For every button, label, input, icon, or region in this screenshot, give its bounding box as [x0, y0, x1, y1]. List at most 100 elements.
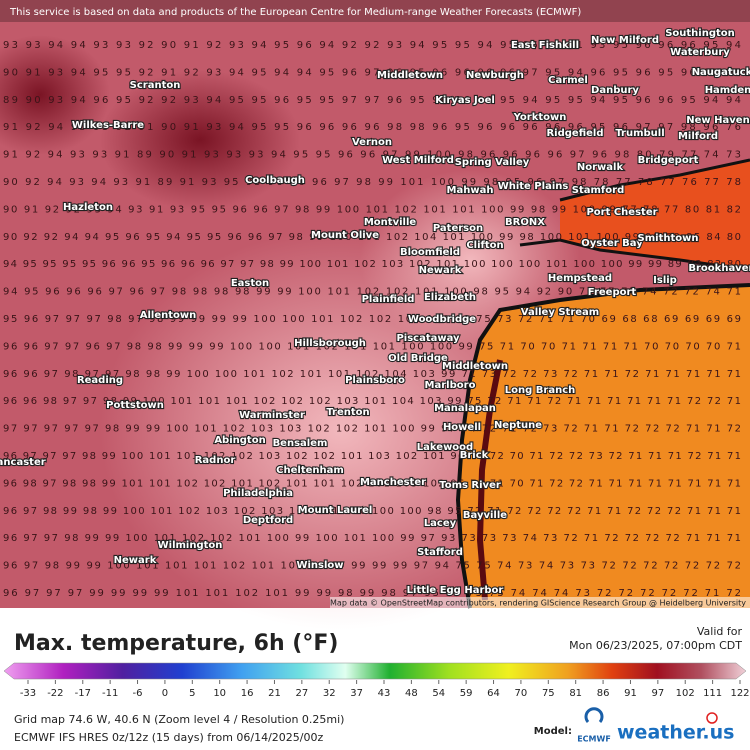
- place-label: Cheltenham: [276, 465, 344, 476]
- place-label: Trenton: [326, 407, 369, 418]
- place-label: Wilkes-Barre: [72, 120, 144, 131]
- place-label: Mount Laurel: [298, 505, 373, 516]
- grid-info: Grid map 74.6 W, 40.6 N (Zoom level 4 / …: [14, 713, 344, 726]
- place-label: Little Egg Harbor: [407, 585, 504, 596]
- place-label: Spring Valley: [455, 157, 530, 168]
- place-label: Coolbaugh: [245, 175, 305, 186]
- place-label: Smithtown: [638, 233, 699, 244]
- scale-label: -11: [102, 688, 118, 699]
- color-scale: [3, 662, 747, 680]
- model-label: Model:: [534, 726, 572, 737]
- scale-label: 59: [460, 688, 473, 699]
- place-label: Naugatuck: [692, 67, 750, 78]
- grid-row: 96 97 97 97 99 99 99 99 101 101 102 101 …: [3, 588, 741, 599]
- cool-area: [0, 35, 110, 155]
- place-label: Middletown: [442, 361, 508, 372]
- scale-label: 102: [676, 688, 695, 699]
- place-label: Mahwah: [447, 185, 494, 196]
- place-label: Bloomfield: [400, 247, 460, 258]
- map: 93 93 94 94 93 93 92 90 91 92 93 94 95 9…: [0, 0, 750, 630]
- scale-label: 91: [624, 688, 637, 699]
- place-label: Newburgh: [466, 70, 524, 81]
- place-label: Warminster: [239, 410, 305, 421]
- place-label: Brookhaven: [688, 263, 750, 274]
- place-label: Bayville: [463, 510, 507, 521]
- place-label: Easton: [231, 278, 269, 289]
- ocean: [458, 285, 750, 608]
- attribution: Map data © OpenStreetMap contributors, r…: [330, 599, 746, 608]
- grid-row: 97 97 97 97 97 98 99 99 100 101 102 103 …: [3, 424, 741, 435]
- place-label: Pottstown: [106, 400, 164, 411]
- place-label: Elizabeth: [424, 292, 476, 303]
- scale-label: 10: [213, 688, 226, 699]
- model-logo: [584, 707, 604, 723]
- place-label: Oyster Bay: [581, 238, 643, 249]
- place-label: Clifton: [466, 240, 503, 251]
- place-label: Howell: [443, 422, 481, 433]
- scale-label: 54: [432, 688, 445, 699]
- scale-label: 16: [241, 688, 254, 699]
- scale-label: 43: [378, 688, 391, 699]
- scale-label: 111: [703, 688, 722, 699]
- scale-label: 97: [651, 688, 664, 699]
- place-label: Philadelphia: [223, 488, 293, 499]
- place-label: Lakewood: [417, 442, 473, 453]
- place-label: Waterbury: [670, 47, 730, 58]
- place-label: Danbury: [591, 85, 639, 96]
- place-label: Newark: [419, 265, 462, 276]
- place-label: Allentown: [140, 310, 197, 321]
- grid-row: 96 96 97 98 97 97 98 98 99 100 100 101 1…: [3, 369, 741, 380]
- scale-label: -33: [20, 688, 36, 699]
- cool-area: [100, 70, 300, 210]
- place-label: Woodbridge: [408, 314, 476, 325]
- place-label: Newark: [114, 555, 157, 566]
- place-label: BRONX: [505, 217, 545, 228]
- place-label: New Haven: [686, 115, 749, 126]
- place-label: Radnor: [195, 455, 236, 466]
- place-label: Hazleton: [63, 202, 113, 213]
- valid-time: Mon 06/23/2025, 07:00pm CDT: [569, 639, 742, 652]
- place-label: Trumbull: [615, 128, 664, 139]
- place-label: Lacey: [424, 518, 457, 529]
- grid-row: 96 96 97 97 96 97 98 98 99 99 99 100 100…: [3, 341, 741, 352]
- place-label: Hamden: [705, 85, 750, 96]
- place-label: Yorktown: [513, 112, 567, 123]
- place-label: Stafford: [417, 547, 463, 558]
- place-label: Manchester: [360, 477, 426, 488]
- place-label: Abington: [214, 435, 265, 446]
- place-label: White Plains: [498, 181, 569, 192]
- model-info: ECMWF IFS HRES 0z/12z (15 days) from 06/…: [14, 731, 324, 744]
- scale-label: -22: [47, 688, 63, 699]
- grid-row: 90 92 92 94 94 95 96 95 94 95 95 96 96 9…: [3, 232, 741, 243]
- scale-label: 0: [162, 688, 168, 699]
- grid-row: 96 98 97 98 98 99 101 101 102 102 101 10…: [3, 478, 741, 489]
- banner: This service is based on data and produc…: [9, 7, 581, 18]
- place-label: Milford: [678, 131, 718, 142]
- place-label: Toms River: [439, 480, 501, 491]
- scale-label: 122: [730, 688, 749, 699]
- place-label: Old Bridge: [388, 353, 448, 364]
- place-label: Long Branch: [505, 385, 575, 396]
- place-label: Southington: [665, 28, 735, 39]
- place-label: Mount Olive: [311, 230, 379, 241]
- scale-label: -17: [75, 688, 91, 699]
- scale-label: 37: [350, 688, 363, 699]
- scale-label: 75: [542, 688, 555, 699]
- scale-label: 5: [189, 688, 195, 699]
- place-label: Valley Stream: [521, 307, 599, 318]
- grid-row: 96 97 98 99 98 99 100 101 102 103 102 10…: [3, 506, 741, 517]
- place-label: Wilmington: [158, 540, 223, 551]
- valid-label: Valid for: [697, 625, 743, 638]
- scale-label: 81: [569, 688, 582, 699]
- grid-row: 94 95 95 95 95 96 96 95 96 96 96 97 97 9…: [3, 259, 741, 270]
- scale-label: 70: [515, 688, 528, 699]
- chart-title: Max. temperature, 6h (°F): [14, 631, 338, 656]
- coastline: [455, 283, 750, 609]
- place-labels: Scranton Wilkes-Barre Hazleton Allentown Eas…: [0, 27, 750, 597]
- place-label: Manalapan: [434, 403, 496, 414]
- grid-row: 96 97 97 97 98 99 100 101 101 102 102 10…: [3, 451, 741, 462]
- place-label: Hillsborough: [294, 338, 366, 349]
- place-label: Kiryas Joel: [435, 95, 495, 106]
- brand-sun: [706, 712, 718, 724]
- place-label: Paterson: [433, 223, 483, 234]
